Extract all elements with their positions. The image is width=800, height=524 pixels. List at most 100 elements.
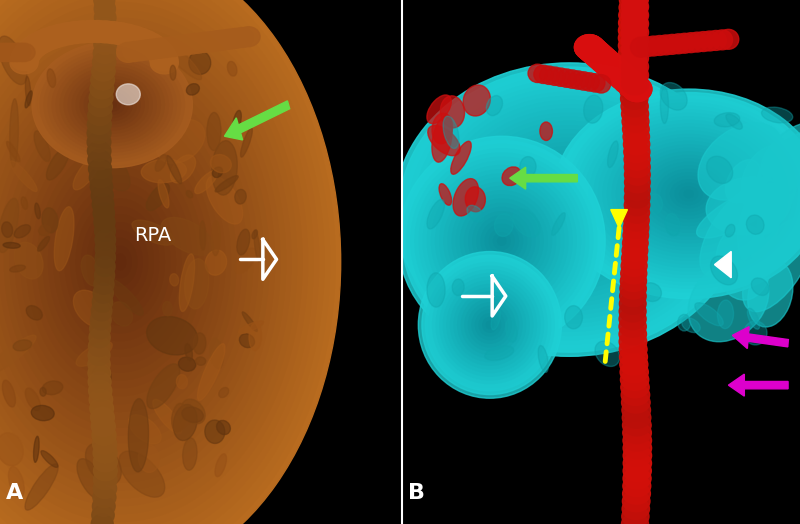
Ellipse shape [562, 70, 582, 88]
Ellipse shape [150, 52, 178, 74]
Ellipse shape [486, 224, 518, 258]
Ellipse shape [238, 321, 263, 333]
Ellipse shape [647, 194, 662, 214]
Ellipse shape [94, 8, 116, 28]
Ellipse shape [46, 147, 69, 180]
Ellipse shape [519, 168, 619, 252]
Ellipse shape [434, 96, 704, 323]
Ellipse shape [406, 145, 597, 337]
Ellipse shape [622, 73, 649, 95]
Ellipse shape [459, 117, 679, 302]
Ellipse shape [62, 60, 88, 124]
Ellipse shape [68, 70, 156, 139]
Ellipse shape [199, 31, 222, 51]
Ellipse shape [534, 65, 553, 83]
Ellipse shape [450, 285, 530, 365]
Ellipse shape [624, 149, 650, 170]
Ellipse shape [643, 36, 664, 56]
Ellipse shape [154, 38, 178, 58]
Ellipse shape [195, 357, 206, 365]
Ellipse shape [217, 420, 230, 434]
Ellipse shape [0, 0, 335, 524]
Ellipse shape [579, 39, 609, 64]
Ellipse shape [54, 206, 74, 271]
Ellipse shape [450, 141, 471, 174]
Ellipse shape [582, 41, 611, 66]
Ellipse shape [462, 296, 518, 354]
Ellipse shape [41, 451, 58, 467]
Ellipse shape [494, 147, 644, 272]
Ellipse shape [725, 224, 735, 237]
Ellipse shape [605, 61, 634, 86]
Ellipse shape [571, 103, 800, 285]
Ellipse shape [6, 141, 20, 162]
Ellipse shape [77, 458, 106, 500]
Ellipse shape [93, 223, 148, 301]
Ellipse shape [0, 89, 242, 435]
Ellipse shape [614, 69, 643, 94]
Ellipse shape [162, 217, 214, 255]
Ellipse shape [224, 28, 247, 48]
Ellipse shape [62, 101, 105, 141]
Ellipse shape [88, 363, 110, 383]
Ellipse shape [432, 117, 452, 162]
Ellipse shape [619, 316, 646, 337]
Ellipse shape [466, 187, 486, 212]
Ellipse shape [94, 0, 115, 19]
Ellipse shape [622, 47, 649, 69]
Text: *: * [661, 234, 673, 254]
Ellipse shape [88, 86, 136, 124]
Ellipse shape [675, 183, 702, 204]
Ellipse shape [69, 21, 97, 43]
Ellipse shape [621, 377, 650, 398]
Ellipse shape [0, 43, 7, 62]
Ellipse shape [475, 310, 504, 340]
Ellipse shape [618, 73, 647, 98]
Ellipse shape [585, 114, 792, 274]
Ellipse shape [619, 66, 647, 86]
Ellipse shape [540, 122, 553, 140]
Ellipse shape [622, 506, 649, 524]
Ellipse shape [142, 159, 186, 183]
Ellipse shape [86, 443, 122, 485]
Ellipse shape [15, 113, 225, 411]
Ellipse shape [622, 491, 650, 512]
Ellipse shape [170, 66, 176, 80]
Ellipse shape [32, 42, 192, 168]
Ellipse shape [598, 124, 778, 264]
Ellipse shape [64, 67, 160, 143]
Ellipse shape [440, 178, 564, 304]
Ellipse shape [218, 29, 241, 49]
Ellipse shape [108, 102, 116, 108]
Ellipse shape [90, 408, 114, 428]
Ellipse shape [166, 156, 182, 184]
Ellipse shape [186, 191, 193, 198]
Ellipse shape [147, 364, 180, 409]
Ellipse shape [206, 176, 242, 224]
Ellipse shape [87, 215, 154, 309]
Ellipse shape [90, 177, 113, 196]
Ellipse shape [710, 256, 738, 285]
Ellipse shape [100, 95, 124, 114]
Ellipse shape [461, 199, 543, 283]
Ellipse shape [590, 48, 620, 73]
Ellipse shape [88, 150, 111, 170]
Ellipse shape [621, 96, 648, 117]
Ellipse shape [76, 199, 164, 325]
Ellipse shape [450, 109, 690, 310]
Ellipse shape [622, 111, 649, 132]
Ellipse shape [513, 209, 540, 237]
Ellipse shape [627, 167, 642, 184]
Ellipse shape [161, 37, 184, 57]
Ellipse shape [93, 283, 114, 303]
Ellipse shape [619, 339, 647, 360]
Ellipse shape [569, 71, 588, 89]
Ellipse shape [128, 399, 149, 472]
Ellipse shape [89, 390, 113, 410]
Ellipse shape [587, 46, 617, 71]
Ellipse shape [557, 69, 576, 88]
Ellipse shape [582, 41, 611, 66]
Ellipse shape [630, 37, 651, 57]
Ellipse shape [95, 239, 115, 259]
Ellipse shape [10, 52, 38, 74]
